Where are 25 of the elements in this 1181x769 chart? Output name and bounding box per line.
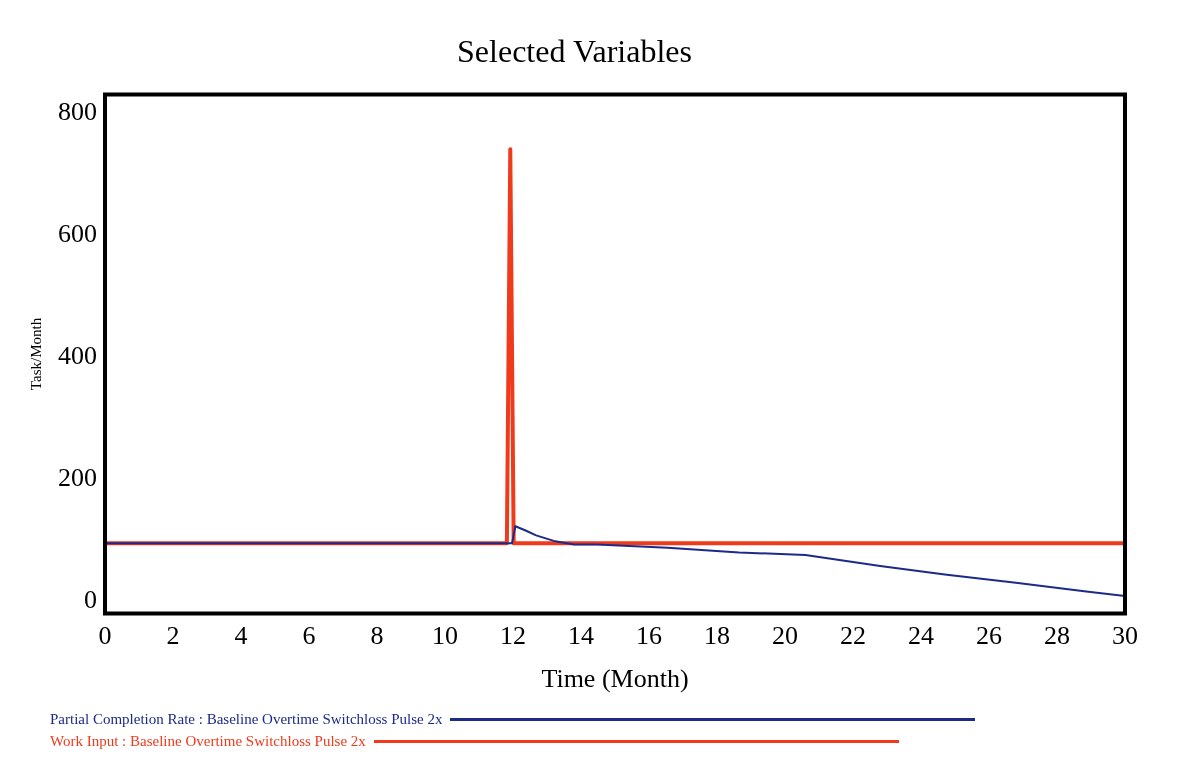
x-tick-label: 26 [976, 621, 1002, 651]
x-tick-label: 16 [636, 621, 662, 651]
x-tick-label: 18 [704, 621, 730, 651]
x-tick-label: 2 [166, 621, 180, 651]
x-tick-label: 6 [302, 621, 316, 651]
y-axis-title: Task/Month [27, 317, 44, 391]
x-tick-label: 14 [568, 621, 594, 651]
x-axis-title: Time (Month) [541, 664, 689, 694]
x-tick-label: 28 [1044, 621, 1070, 651]
x-tick-label: 12 [500, 621, 526, 651]
x-tick-label: 4 [234, 621, 248, 651]
y-tick-label: 0 [84, 585, 97, 615]
y-tick-label: 200 [58, 463, 97, 493]
x-tick-label: 24 [908, 621, 934, 651]
x-tick-label: 20 [772, 621, 798, 651]
text: Partial Completion Rate : Baseline Overtime Switchloss Pulse 2x [50, 710, 443, 728]
x-tick-label: 22 [840, 621, 866, 651]
y-tick-label: 600 [58, 218, 97, 248]
chart-title: Selected Variables [457, 32, 692, 69]
x-tick-label: 10 [432, 621, 458, 651]
x-tick-label: 8 [370, 621, 384, 651]
x-tick-label: 30 [1112, 621, 1138, 651]
text: Work Input : Baseline Overtime Switchloss Pulse 2x [50, 732, 366, 750]
y-tick-label: 400 [58, 340, 97, 370]
y-tick-label: 800 [58, 96, 97, 126]
